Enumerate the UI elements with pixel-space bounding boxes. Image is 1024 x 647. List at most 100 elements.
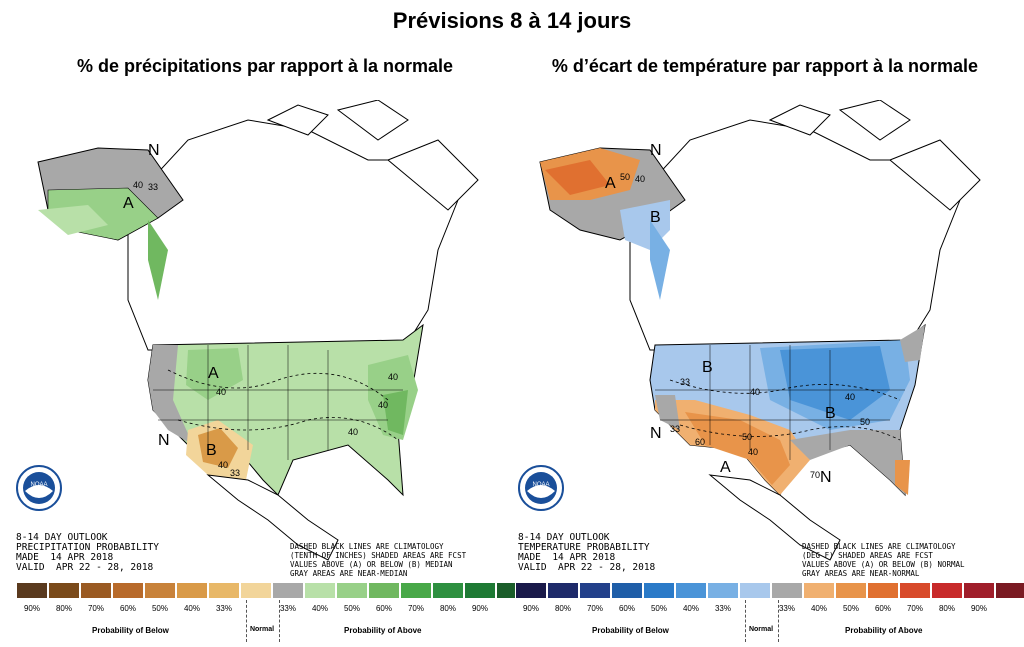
map-label: 40 <box>216 387 226 397</box>
precip-below-label: Probability of Below <box>92 626 169 635</box>
temp-legend-tick: 70% <box>906 604 923 613</box>
precip-legend-tick: 50% <box>151 604 168 613</box>
map-label: 33 <box>230 468 240 478</box>
precip-legend-swatch <box>176 582 208 599</box>
temp-legend-tick: 80% <box>554 604 571 613</box>
map-label: 40 <box>378 400 388 410</box>
map-label: 40 <box>133 180 143 190</box>
temp-legend-swatch <box>675 582 707 599</box>
map-label: N <box>650 142 662 159</box>
precip-legend-swatch <box>464 582 496 599</box>
temp-legend-swatch <box>739 582 771 599</box>
precip-legend-swatch <box>240 582 272 599</box>
map-label: 40 <box>348 427 358 437</box>
temp-legend-swatch <box>547 582 579 599</box>
temp-map-svg: A B N B B A N N 50 40 33 40 50 40 50 60 … <box>539 100 981 561</box>
temp-outlook-label: 8-14 DAY OUTLOOK TEMPERATURE PROBABILITY… <box>518 532 656 573</box>
temp-legend-tick: 33% <box>714 604 731 613</box>
map-label: N <box>158 432 170 449</box>
page-title: Prévisions 8 à 14 jours <box>392 8 632 33</box>
map-label: N <box>820 469 832 486</box>
map-label: N <box>650 425 662 442</box>
map-label: 33 <box>148 182 158 192</box>
map-label: B <box>825 405 836 422</box>
precip-normal-box <box>246 600 280 642</box>
temp-legend-swatch <box>707 582 739 599</box>
temp-legend-swatch <box>931 582 963 599</box>
precip-outlook-label: 8-14 DAY OUTLOOK PRECIPITATION PROBABILI… <box>16 532 159 573</box>
precip-legend-tick: 33% <box>279 604 296 613</box>
temp-note: DASHED BLACK LINES ARE CLIMATOLOGY (DEG … <box>802 542 965 578</box>
precip-legend-swatch <box>208 582 240 599</box>
map-label: 40 <box>218 460 228 470</box>
temp-legend-ticks: 90% 80% 70% 60% 50% 40% 33% 33% 40% 50% 60% 70% 80% 9… <box>515 604 1024 613</box>
precip-legend-swatch <box>400 582 432 599</box>
temp-legend-tick <box>995 604 1024 613</box>
map-label: A <box>720 459 731 476</box>
temp-legend-tick: 50% <box>842 604 859 613</box>
temp-legend-tick: 90% <box>970 604 987 613</box>
map-label: 60 <box>695 437 705 447</box>
temp-legend-tick: 60% <box>874 604 891 613</box>
temp-legend-swatch <box>515 582 547 599</box>
precip-legend-tick: 70% <box>407 604 424 613</box>
precip-subtitle: % de précipitations par rapport à la nor… <box>76 56 454 76</box>
temp-normal-label: Normal <box>748 626 774 633</box>
precip-legend-swatch <box>432 582 464 599</box>
precip-legend-tick: 40% <box>311 604 328 613</box>
map-label: A <box>605 175 616 192</box>
precip-note: DASHED BLACK LINES ARE CLIMATOLOGY (TENT… <box>290 542 467 578</box>
precip-legend-tick: 90% <box>23 604 40 613</box>
temp-map: A B N B B A N N 50 40 33 40 50 40 50 60 … <box>510 100 1010 580</box>
precip-above-label: Probability of Above <box>344 626 422 635</box>
precip-legend <box>16 582 528 602</box>
temp-legend-tick: 50% <box>650 604 667 613</box>
precip-legend-swatch <box>80 582 112 599</box>
temp-legend-swatch <box>611 582 643 599</box>
temp-normal-box <box>745 600 779 642</box>
precip-legend-tick: 90% <box>471 604 488 613</box>
precip-legend-swatch <box>304 582 336 599</box>
precip-legend-tick: 60% <box>375 604 392 613</box>
precip-legend-swatch <box>272 582 304 599</box>
temp-below-label: Probability of Below <box>592 626 669 635</box>
temp-legend-swatch <box>643 582 675 599</box>
temp-above-label: Probability of Above <box>845 626 923 635</box>
noaa-logo-text: NOAA <box>30 482 47 488</box>
temp-legend-tick: 40% <box>682 604 699 613</box>
map-label: 40 <box>845 392 855 402</box>
precip-map-svg: A A N B N 40 33 40 33 40 40 40 40 <box>37 100 479 561</box>
temp-legend-swatch <box>771 582 803 599</box>
map-label: 50 <box>860 417 870 427</box>
temp-legend <box>515 582 1024 602</box>
temp-legend-swatch <box>835 582 867 599</box>
temp-legend-tick: 60% <box>618 604 635 613</box>
precip-legend-tick: 40% <box>183 604 200 613</box>
noaa-logo: NOAA <box>518 465 564 511</box>
precip-legend-tick: 70% <box>87 604 104 613</box>
map-label: 40 <box>748 447 758 457</box>
temp-subtitle: % d’écart de température par rapport à l… <box>551 56 979 76</box>
precip-legend-tick: 80% <box>55 604 72 613</box>
temp-legend-swatch <box>963 582 995 599</box>
temp-legend-tick: 70% <box>586 604 603 613</box>
temp-legend-tick: 40% <box>810 604 827 613</box>
map-label: B <box>650 209 661 226</box>
noaa-logo-text: NOAA <box>532 482 549 488</box>
temp-legend-swatch <box>867 582 899 599</box>
map-label: B <box>206 442 217 459</box>
noaa-logo: NOAA <box>16 465 62 511</box>
precip-legend-ticks: 90% 80% 70% 60% 50% 40% 33% 33% 40% 50% 60% 70% 80% 9… <box>16 604 528 613</box>
precip-legend-tick: 60% <box>119 604 136 613</box>
precip-legend-swatch <box>144 582 176 599</box>
map-label: 40 <box>388 372 398 382</box>
precip-map: A A N B N 40 33 40 33 40 40 40 40 NOAA 8… <box>8 100 508 580</box>
map-label: 50 <box>742 432 752 442</box>
temp-legend-swatch <box>899 582 931 599</box>
precip-legend-swatch <box>16 582 48 599</box>
precip-legend-swatch <box>336 582 368 599</box>
temp-legend-swatch <box>995 582 1024 599</box>
map-label: 70 <box>810 470 820 480</box>
temp-legend-swatch <box>803 582 835 599</box>
map-label: 50 <box>620 172 630 182</box>
